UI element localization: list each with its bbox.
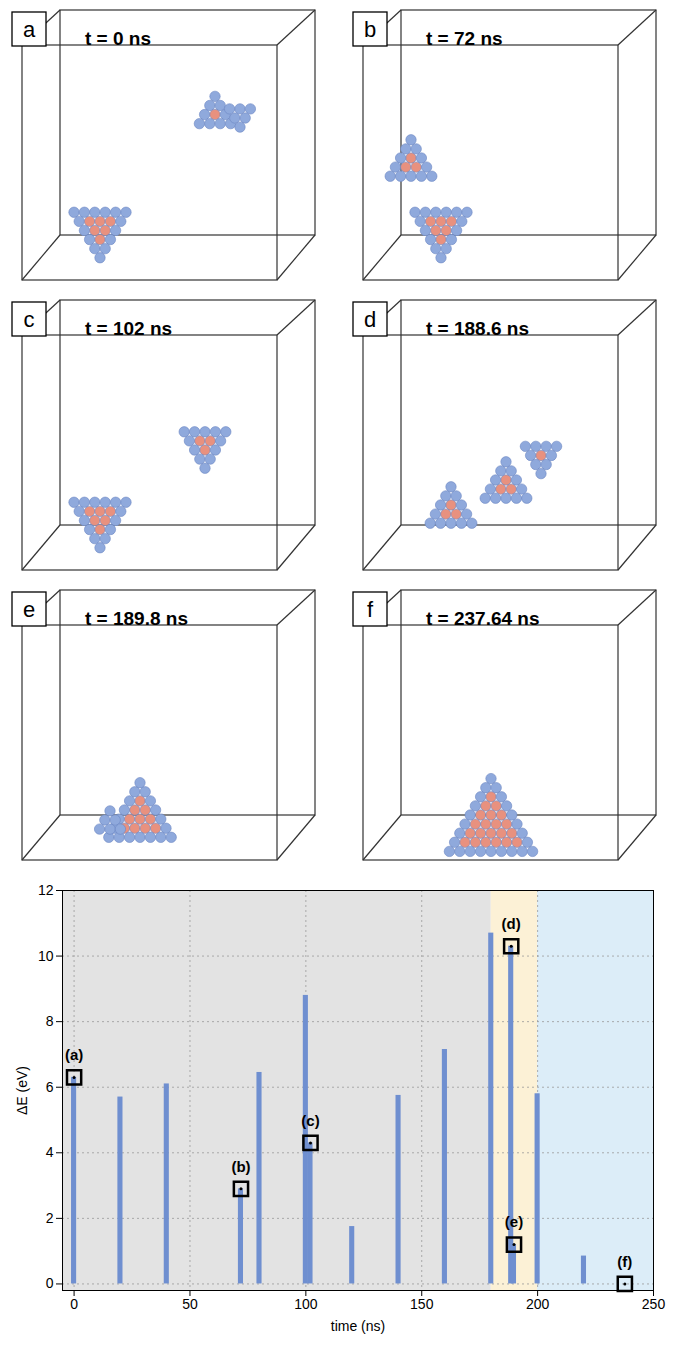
svg-text:a: a <box>23 17 36 42</box>
svg-text:100: 100 <box>294 1296 318 1312</box>
svg-text:10: 10 <box>38 948 54 964</box>
svg-text:e: e <box>23 597 35 622</box>
svg-text:t = 189.8 ns: t = 189.8 ns <box>85 608 188 629</box>
svg-text:50: 50 <box>182 1296 198 1312</box>
svg-text:250: 250 <box>642 1296 666 1312</box>
svg-text:t = 237.64 ns: t = 237.64 ns <box>426 608 540 629</box>
svg-text:0: 0 <box>70 1296 78 1312</box>
svg-text:b: b <box>364 17 376 42</box>
svg-text:c: c <box>24 307 35 332</box>
svg-text:(d): (d) <box>502 915 521 932</box>
svg-text:(b): (b) <box>231 1158 250 1175</box>
svg-text:f: f <box>367 597 374 622</box>
svg-text:ΔE (eV): ΔE (eV) <box>14 1066 30 1115</box>
svg-text:200: 200 <box>526 1296 550 1312</box>
svg-text:12: 12 <box>38 882 54 898</box>
svg-text:d: d <box>364 307 376 332</box>
svg-text:(c): (c) <box>301 1112 319 1129</box>
svg-text:0: 0 <box>46 1275 54 1291</box>
svg-text:t = 0 ns: t = 0 ns <box>85 28 151 49</box>
svg-text:2: 2 <box>46 1210 54 1226</box>
svg-text:t = 72 ns: t = 72 ns <box>426 28 503 49</box>
svg-text:4: 4 <box>46 1144 54 1160</box>
svg-text:6: 6 <box>46 1079 54 1095</box>
svg-text:t = 188.6 ns: t = 188.6 ns <box>426 318 529 339</box>
svg-text:150: 150 <box>410 1296 434 1312</box>
svg-text:(e): (e) <box>505 1213 523 1230</box>
svg-text:time (ns): time (ns) <box>331 1318 385 1334</box>
svg-text:t = 102 ns: t = 102 ns <box>85 318 172 339</box>
svg-text:(f): (f) <box>617 1253 632 1270</box>
svg-text:8: 8 <box>46 1013 54 1029</box>
svg-text:(a): (a) <box>65 1046 83 1063</box>
